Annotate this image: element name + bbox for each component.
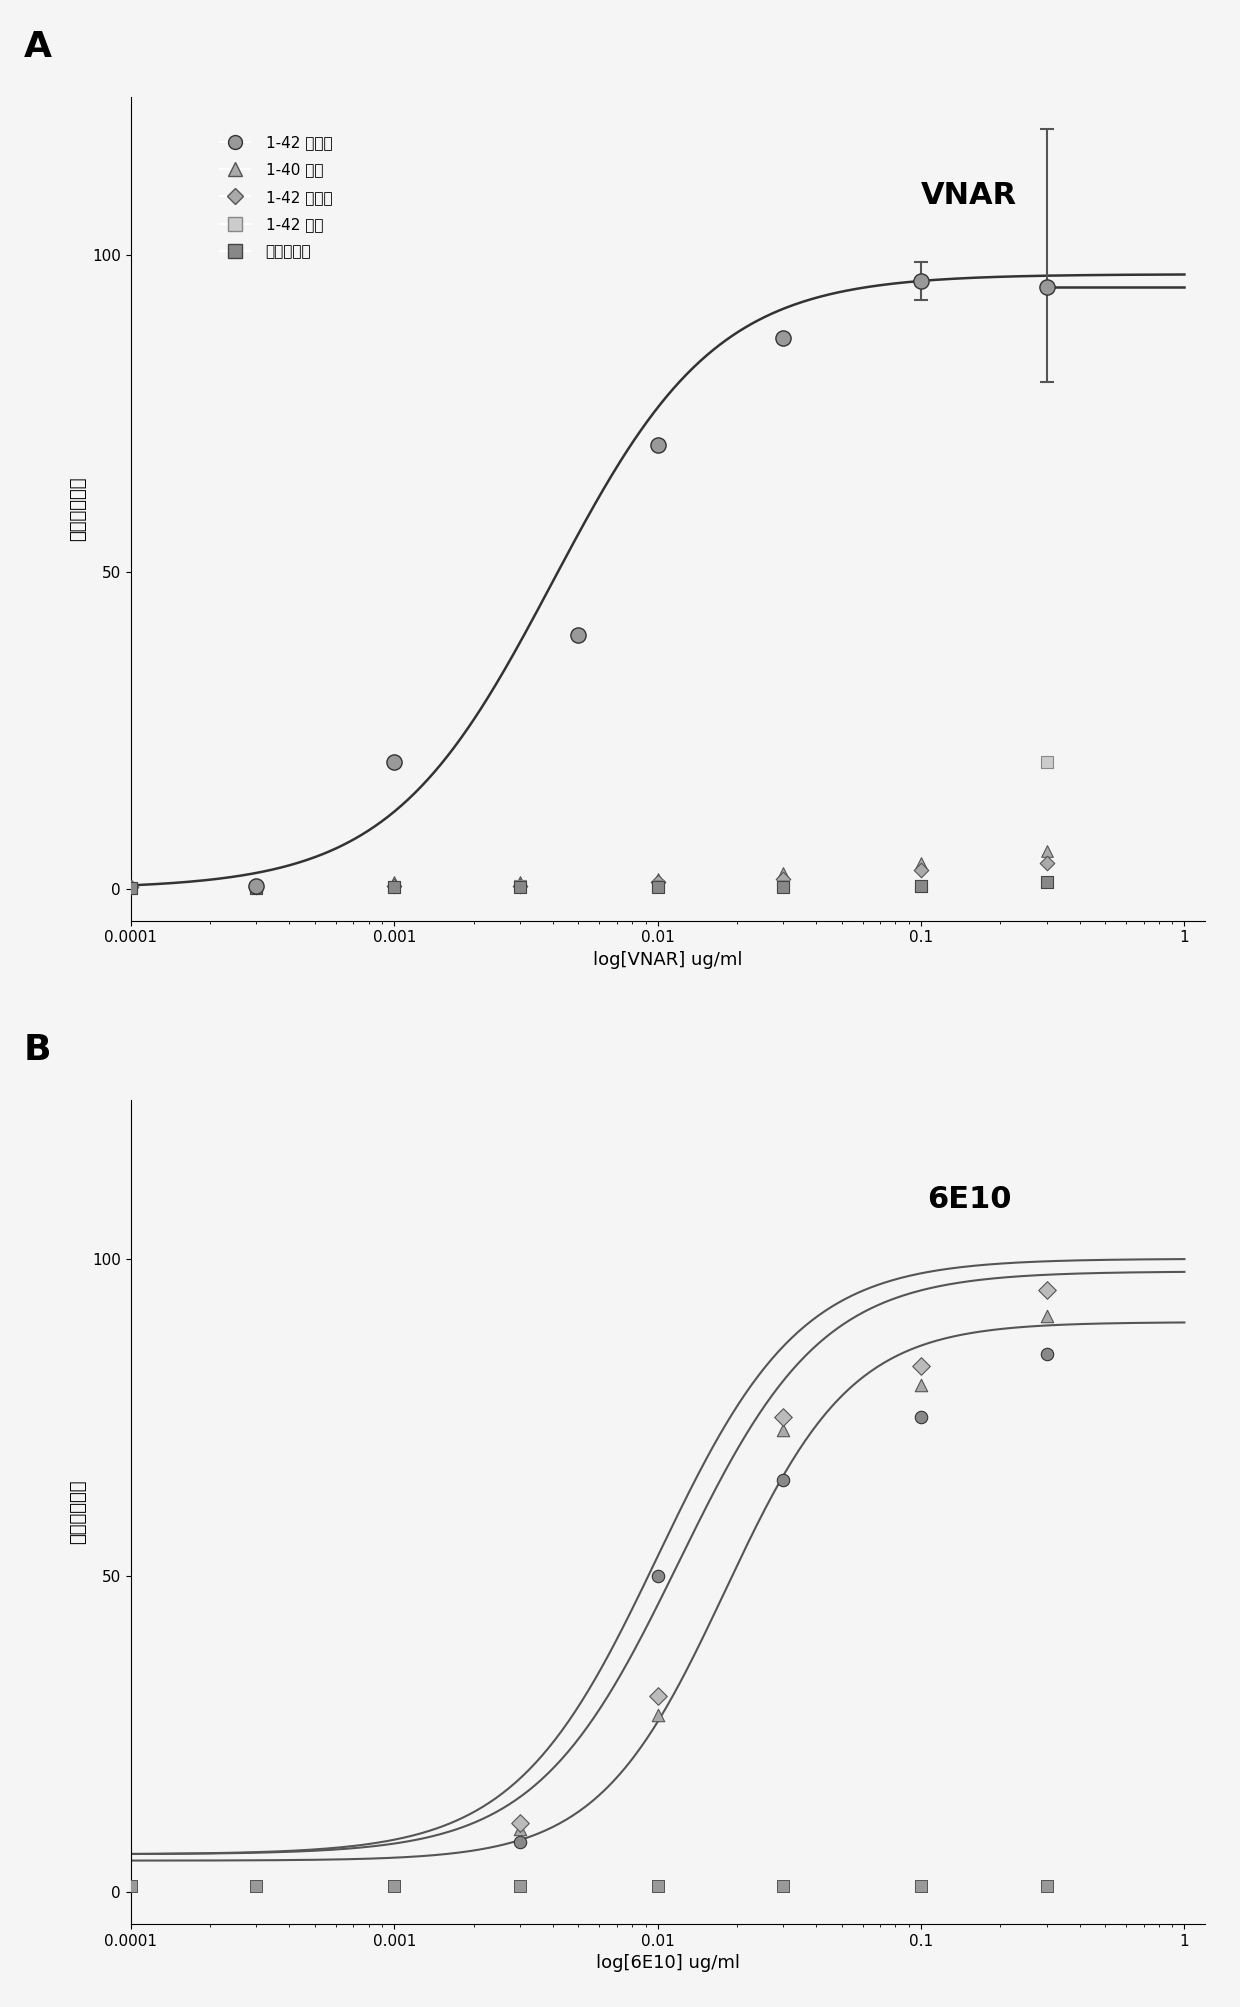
Point (384, 1871, 404, 1903)
Point (774, 869, 794, 901)
Point (384, 867, 404, 899)
Point (774, 1871, 794, 1903)
Point (647, 429, 667, 462)
Point (647, 1559, 667, 1592)
X-axis label: log[6E10] ug/ml: log[6E10] ug/ml (596, 1955, 740, 1973)
Point (510, 1826, 529, 1858)
Point (647, 869, 667, 901)
Point (774, 871, 794, 903)
Point (510, 1871, 529, 1903)
Point (384, 871, 404, 903)
Point (774, 1401, 794, 1433)
Point (1037, 1339, 1056, 1371)
Point (1037, 1301, 1056, 1333)
Point (247, 871, 267, 903)
Point (911, 1871, 931, 1903)
Point (247, 869, 267, 901)
Point (568, 620, 588, 652)
Point (1037, 271, 1056, 303)
Point (911, 869, 931, 901)
Point (510, 1871, 529, 1903)
Y-axis label: 归一化的信号: 归一化的信号 (68, 476, 87, 542)
Point (1037, 867, 1056, 899)
Text: B: B (24, 1034, 51, 1068)
Point (774, 857, 794, 889)
Point (384, 1871, 404, 1903)
Point (647, 1698, 667, 1730)
Point (1037, 1274, 1056, 1307)
Point (1037, 835, 1056, 867)
Point (911, 853, 931, 885)
Point (247, 1871, 267, 1903)
Y-axis label: 归一化的信号: 归一化的信号 (68, 1479, 87, 1545)
Point (647, 1680, 667, 1712)
Point (247, 869, 267, 901)
Point (384, 747, 404, 779)
Point (774, 321, 794, 353)
Point (1037, 847, 1056, 879)
Point (911, 847, 931, 879)
Text: VNAR: VNAR (921, 181, 1017, 211)
Point (774, 863, 794, 895)
Point (247, 871, 267, 903)
Point (911, 1401, 931, 1433)
Point (122, 1871, 141, 1903)
Point (384, 869, 404, 901)
Point (774, 1413, 794, 1445)
Point (510, 867, 529, 899)
Point (647, 1871, 667, 1903)
Point (911, 265, 931, 297)
Point (911, 1871, 931, 1903)
Point (647, 863, 667, 895)
Point (1037, 1871, 1056, 1903)
Point (647, 867, 667, 899)
Point (122, 871, 141, 903)
Point (911, 1351, 931, 1383)
Point (122, 871, 141, 903)
Point (1037, 747, 1056, 779)
Point (510, 1812, 529, 1844)
X-axis label: log[VNAR] ug/ml: log[VNAR] ug/ml (593, 951, 743, 969)
Point (247, 871, 267, 903)
Point (384, 871, 404, 903)
Point (247, 1871, 267, 1903)
Text: 6E10: 6E10 (926, 1184, 1011, 1214)
Point (122, 869, 141, 901)
Point (647, 871, 667, 903)
Point (1037, 1871, 1056, 1903)
Legend: 1-42 寡聚体, 1-40 单体, 1-42 原纤维, 1-42 单体, 无包被对照: 1-42 寡聚体, 1-40 单体, 1-42 原纤维, 1-42 单体, 无包… (213, 128, 339, 265)
Point (911, 869, 931, 901)
Text: A: A (24, 30, 51, 64)
Point (774, 1871, 794, 1903)
Point (122, 871, 141, 903)
Point (911, 1369, 931, 1401)
Point (510, 1806, 529, 1838)
Point (510, 869, 529, 901)
Point (510, 869, 529, 901)
Point (122, 1871, 141, 1903)
Point (774, 1465, 794, 1497)
Point (510, 871, 529, 903)
Point (647, 1871, 667, 1903)
